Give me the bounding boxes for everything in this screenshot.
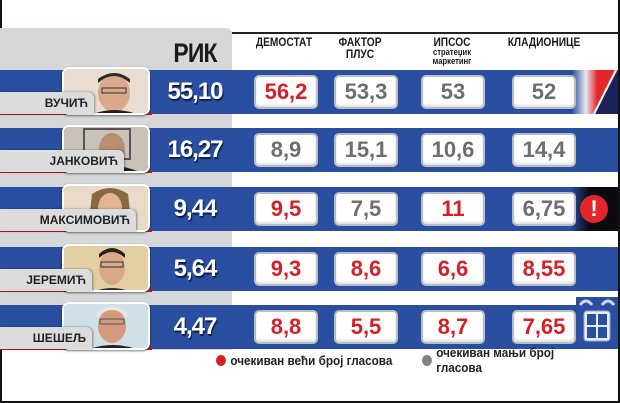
ipsos-value: 10,6 xyxy=(421,133,485,167)
table-row: ШЕШЕЉ 4,47 8,8 5,5 8,7 7,65 xyxy=(0,297,618,350)
rik-value: 16,27 xyxy=(167,136,223,163)
table-row: ЈЕРЕМИЋ 5,64 9,3 8,6 6,6 8,55 xyxy=(0,244,618,292)
ipsos-value: 53 xyxy=(421,75,485,109)
ipsos-value: 6,6 xyxy=(421,252,485,286)
column-header-ipsos: ИПСОС стратеџик маркетинг xyxy=(432,35,472,66)
table-row: ! МАКСИМОВИЋ 9,44 9,5 7,5 11 6,75 xyxy=(0,184,618,232)
demostat-value: 8,9 xyxy=(254,133,318,167)
rik-value: 9,44 xyxy=(173,195,218,222)
candidate-name: ЈЕРЕМИЋ xyxy=(0,269,92,291)
flag-stripe-icon xyxy=(572,70,618,114)
table-row: ЈАНКОВИЋ 16,27 8,9 15,1 10,6 14,4 xyxy=(0,125,618,173)
red-dot-icon xyxy=(216,354,226,366)
faktor-plus-value: 5,5 xyxy=(334,310,398,344)
faktor-plus-value: 8,6 xyxy=(334,252,398,286)
candidate-name: МАКСИМОВИЋ xyxy=(0,209,136,231)
kladionice-value: 8,55 xyxy=(512,252,576,286)
demostat-value: 9,3 xyxy=(254,252,318,286)
faktor-plus-value: 7,5 xyxy=(334,192,398,226)
coat-of-arms-icon xyxy=(576,297,618,349)
demostat-value: 56,2 xyxy=(254,75,318,109)
rik-value: 55,10 xyxy=(167,78,223,105)
gray-dot-icon xyxy=(422,354,432,366)
kladionice-value: 52 xyxy=(512,75,576,109)
rik-value: 4,47 xyxy=(173,313,218,340)
exclamation-icon: ! xyxy=(580,195,608,223)
candidate-name: ЈАНКОВИЋ xyxy=(0,150,124,172)
candidate-name: ВУЧИЋ xyxy=(0,92,94,114)
demostat-value: 8,8 xyxy=(254,310,318,344)
candidate-name: ШЕШЕЉ xyxy=(0,327,92,349)
column-header-faktor-plus: ФАКТОР ПЛУС xyxy=(338,35,382,61)
avatar xyxy=(62,67,150,115)
avatar xyxy=(62,302,150,350)
kladionice-value: 14,4 xyxy=(512,133,576,167)
header-divider xyxy=(232,32,618,34)
kladionice-value: 7,65 xyxy=(512,310,576,344)
avatar xyxy=(62,244,150,292)
rik-value: 5,64 xyxy=(173,255,218,282)
demostat-value: 9,5 xyxy=(254,192,318,226)
kladionice-value: 6,75 xyxy=(512,192,576,226)
faktor-plus-value: 15,1 xyxy=(334,133,398,167)
faktor-plus-value: 53,3 xyxy=(334,75,398,109)
ipsos-value: 8,7 xyxy=(421,310,485,344)
rik-column-header: РИК xyxy=(173,38,217,68)
legend-higher: очекиван већи број гласова xyxy=(216,350,392,370)
column-header-demostat: ДЕМОСТАТ xyxy=(255,35,313,49)
table-row: ВУЧИЋ 55,10 56,2 53,3 53 52 xyxy=(0,67,618,115)
legend-lower: очекиван мањи број гласова xyxy=(422,345,600,375)
ipsos-value: 11 xyxy=(421,192,485,226)
column-header-kladionice: КЛАДИОНИЦЕ xyxy=(507,35,581,49)
